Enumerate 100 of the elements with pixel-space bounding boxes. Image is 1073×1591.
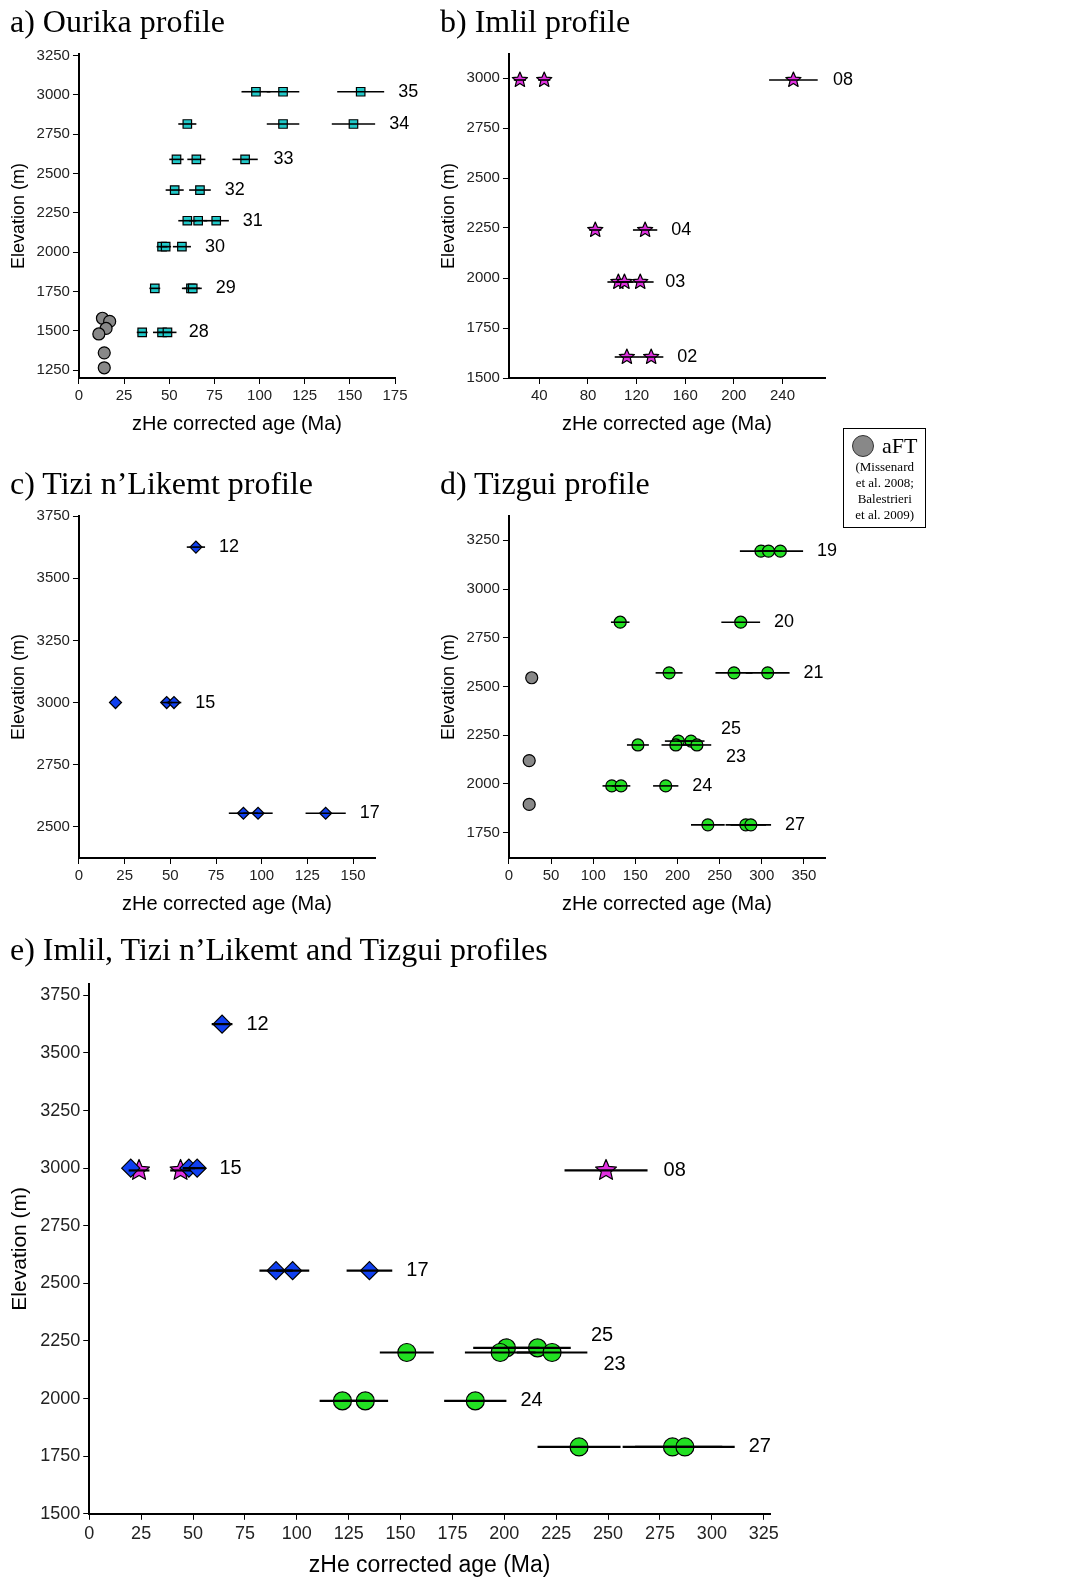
x-tick-label: 175 (437, 1522, 468, 1543)
y-tick-label: 2250 (466, 725, 500, 743)
x-tick-label: 80 (579, 386, 597, 404)
x-tick-label: 125 (294, 866, 320, 884)
x-tick-label: 300 (749, 866, 775, 884)
x-tick-label: 40 (531, 386, 548, 404)
x-tick-label: 240 (769, 386, 795, 404)
annotation: 34 (389, 112, 410, 133)
y-tick-label: 2000 (466, 268, 500, 286)
y-axis-title: Elevation (m) (7, 633, 28, 741)
annotation: 31 (242, 209, 263, 230)
x-tick-label: 25 (115, 386, 133, 404)
y-tick-label: 3000 (466, 579, 500, 597)
y-tick-label: 1750 (466, 318, 500, 336)
text: (Missenard et al. 2008; Balestrieri et al. 2009) (854, 459, 916, 523)
y-tick-label: 2000 (36, 242, 70, 260)
y-tick-label: 2500 (40, 1272, 81, 1293)
x-tick-label: 150 (622, 866, 648, 884)
annotation: 04 (671, 218, 692, 239)
annotation: 30 (204, 235, 225, 256)
y-tick-label: 2750 (466, 118, 500, 136)
x-tick-label: 300 (696, 1522, 727, 1543)
x-axis-title: zHe corrected age (Ma) (561, 891, 773, 914)
y-tick-label: 3000 (36, 692, 70, 710)
y-tick-label: 2000 (40, 1387, 81, 1408)
chart-title: d) Tizgui profile (440, 465, 650, 501)
y-tick-label: 3250 (36, 45, 70, 63)
x-tick-label: 150 (385, 1522, 416, 1543)
legend-label: aFT (882, 433, 918, 459)
x-tick-label: 250 (593, 1522, 624, 1543)
y-tick-label: 2500 (36, 817, 70, 835)
x-tick-label: 225 (541, 1522, 572, 1543)
y-tick-label: 3500 (36, 568, 70, 586)
annotation: 21 (803, 661, 824, 682)
x-tick-label: 160 (672, 386, 698, 404)
annotation: 27 (785, 813, 806, 834)
x-tick-label: 125 (292, 386, 318, 404)
annotation: 23 (726, 745, 747, 766)
x-tick-label: 50 (161, 866, 179, 884)
y-tick-label: 1250 (36, 360, 70, 378)
x-tick-label: 150 (337, 386, 363, 404)
annotation: 15 (195, 691, 216, 712)
y-tick-label: 2750 (40, 1214, 81, 1235)
x-tick-label: 325 (748, 1522, 779, 1543)
y-tick-label: 3000 (36, 85, 70, 103)
y-tick-label: 2500 (466, 168, 500, 186)
x-tick-label: 100 (281, 1522, 312, 1543)
x-tick-label: 350 (791, 866, 817, 884)
y-tick-label: 1500 (466, 368, 500, 386)
chart-title: c) Tizi n’Likemt profile (10, 464, 315, 503)
y-tick-label: 2250 (466, 218, 500, 236)
x-axis-title: zHe corrected age (Ma) (308, 1550, 551, 1577)
x-tick-label: 0 (84, 1522, 95, 1543)
x-tick-label: 25 (116, 866, 133, 884)
annotation: 02 (677, 345, 698, 366)
x-tick-label: 120 (624, 386, 650, 404)
chart-title: b) Imlil profile (440, 2, 632, 41)
chart-title: e) Imlil, Tizi n’Likemt and Tizgui profiles (10, 930, 549, 969)
annotation: 25 (590, 1323, 614, 1346)
x-tick-label: 25 (131, 1522, 152, 1543)
annotation: 28 (188, 321, 209, 342)
x-tick-label: 50 (542, 866, 560, 884)
x-tick-label: 0 (74, 866, 84, 884)
x-tick-label: 200 (665, 866, 691, 884)
x-axis-title: zHe corrected age (Ma) (131, 411, 343, 434)
y-tick-label: 2000 (466, 774, 500, 792)
y-axis-title: Elevation (m) (7, 162, 28, 270)
annotation: 25 (721, 718, 742, 739)
y-tick-label: 3750 (40, 984, 81, 1005)
y-tick-label: 2750 (36, 124, 70, 142)
x-tick-label: 150 (340, 866, 366, 884)
annotation: 08 (832, 68, 853, 89)
annotation: 03 (665, 270, 686, 291)
y-tick-label: 2750 (36, 754, 70, 772)
y-tick-label: 3750 (36, 506, 70, 524)
x-tick-label: 75 (207, 866, 225, 884)
y-tick-label: 2500 (466, 676, 500, 694)
annotation: 33 (273, 148, 294, 169)
y-tick-label: 1750 (36, 281, 70, 299)
annotation: 23 (603, 1352, 626, 1375)
x-tick-label: 0 (504, 866, 514, 884)
annotation: 12 (219, 536, 240, 557)
x-tick-label: 100 (249, 866, 275, 884)
y-tick-label: 3500 (40, 1041, 81, 1062)
annotation: 24 (520, 1388, 543, 1411)
annotation: 17 (359, 802, 380, 823)
annotation: 24 (692, 774, 713, 795)
x-tick-label: 100 (247, 386, 273, 404)
x-axis-title: zHe corrected age (Ma) (561, 411, 773, 434)
y-tick-label: 3000 (40, 1157, 81, 1178)
x-axis-title: zHe corrected age (Ma) (121, 891, 333, 914)
y-axis-title: Elevation (m) (437, 633, 458, 741)
y-tick-label: 3250 (40, 1099, 81, 1120)
annotation: 29 (215, 277, 236, 298)
x-tick-label: 100 (580, 866, 606, 884)
x-tick-label: 50 (160, 386, 178, 404)
annotation: 15 (219, 1155, 242, 1178)
y-tick-label: 3250 (36, 630, 70, 648)
y-tick-label: 1500 (36, 320, 70, 338)
x-tick-label: 250 (707, 866, 733, 884)
